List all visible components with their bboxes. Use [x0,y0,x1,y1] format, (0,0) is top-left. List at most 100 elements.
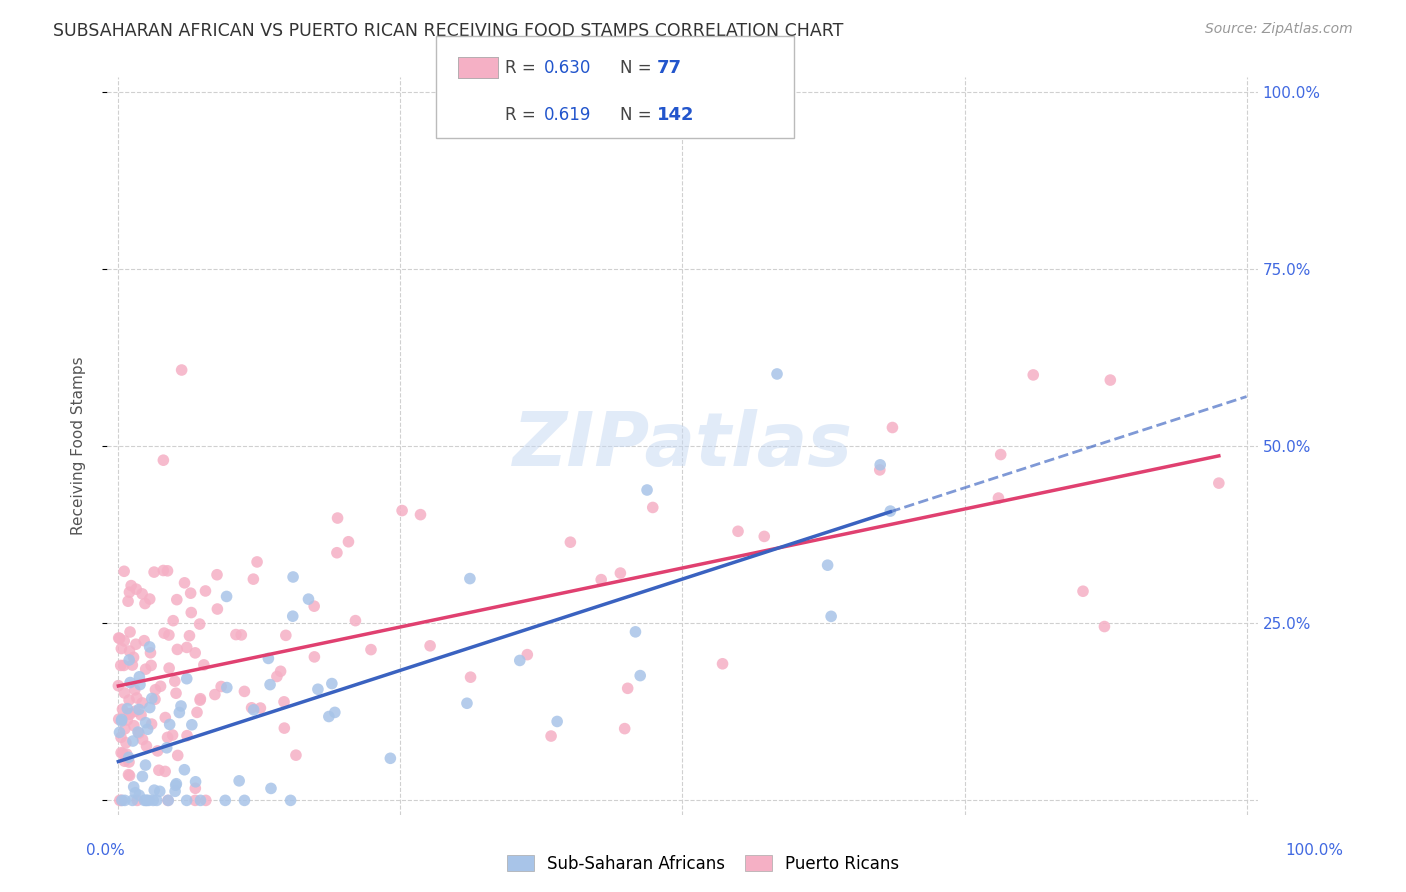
Point [145,682,167,697]
Point [111,702,134,716]
Point [108,725,131,739]
Point [118,625,141,640]
Point [114,722,136,736]
Point [560,535,582,549]
Point [613,722,636,736]
Point [190,691,212,706]
Point [516,648,538,662]
Point [204,688,226,702]
Point [148,763,170,777]
Point [149,784,172,798]
Point [138,592,160,607]
Point [628,668,651,682]
Point [141,717,163,731]
Text: ZIPatlas: ZIPatlas [512,409,852,483]
Point [118,707,141,722]
Point [869,458,891,472]
Text: N =: N = [620,59,657,77]
Text: 142: 142 [657,105,695,124]
Point [131,732,153,747]
Point [118,755,141,769]
Point [624,624,647,639]
Point [129,677,152,691]
Point [188,617,211,632]
Point [297,592,319,607]
Point [215,590,238,604]
Point [176,729,198,743]
Text: 100.0%: 100.0% [1285,843,1344,858]
Point [260,781,283,796]
Point [176,640,198,655]
Point [118,769,141,783]
Point [302,599,325,614]
Point [135,739,157,753]
Point [266,669,288,683]
Point [270,665,292,679]
Point [120,675,142,690]
Point [107,679,129,693]
Point [766,367,789,381]
Point [184,781,207,796]
Point [259,678,281,692]
Text: Source: ZipAtlas.com: Source: ZipAtlas.com [1205,22,1353,37]
Point [281,609,304,624]
Point [114,686,136,700]
Point [128,702,150,716]
Point [409,508,432,522]
Point [1071,584,1094,599]
Point [304,649,326,664]
Point [118,750,141,764]
Point [242,572,264,586]
Point [114,754,136,768]
Legend: Sub-Saharan Africans, Puerto Ricans: Sub-Saharan Africans, Puerto Ricans [501,848,905,880]
Point [190,793,212,807]
Point [138,700,160,714]
Point [214,793,236,807]
Point [225,627,247,641]
Point [186,706,208,720]
Point [162,614,184,628]
Text: N =: N = [620,105,657,124]
Point [1208,476,1230,491]
Point [122,780,145,794]
Point [180,606,202,620]
Point [131,587,153,601]
Point [817,558,839,573]
Point [121,658,143,673]
Point [205,567,228,582]
Point [419,639,441,653]
Point [122,734,145,748]
Point [120,579,142,593]
Point [115,736,138,750]
Point [112,658,135,673]
Point [135,715,157,730]
Point [165,778,187,792]
Point [249,701,271,715]
Point [135,662,157,676]
Point [145,793,167,807]
Point [180,718,202,732]
Point [169,706,191,720]
Point [754,529,776,543]
Text: SUBSAHARAN AFRICAN VS PUERTO RICAN RECEIVING FOOD STAMPS CORRELATION CHART: SUBSAHARAN AFRICAN VS PUERTO RICAN RECEI… [53,22,844,40]
Point [124,786,146,800]
Point [194,584,217,599]
Point [380,751,402,765]
Point [173,763,195,777]
Point [184,774,207,789]
Point [257,651,280,665]
Point [170,698,193,713]
Point [1099,373,1122,387]
Point [152,453,174,467]
Point [391,503,413,517]
Point [344,614,367,628]
Point [112,564,135,578]
Point [307,682,329,697]
Point [156,793,179,807]
Point [246,555,269,569]
Point [115,747,138,761]
Point [118,644,141,658]
Point [117,701,139,715]
Point [233,684,256,698]
Point [323,706,346,720]
